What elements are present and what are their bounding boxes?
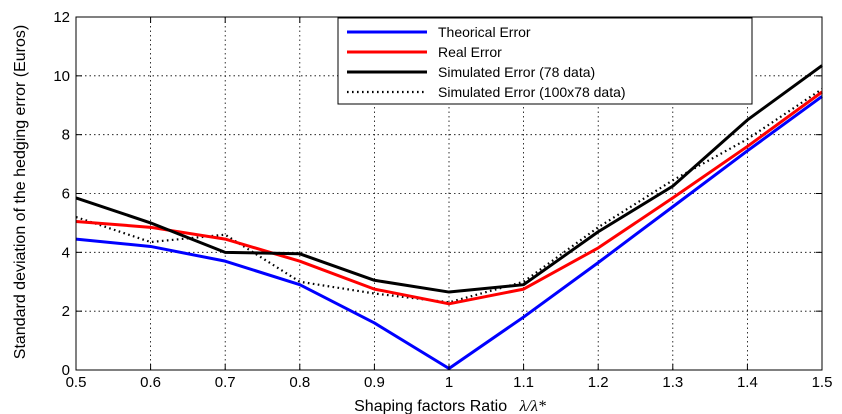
- y-tick-label: 4: [62, 244, 70, 261]
- y-tick-label: 8: [62, 127, 70, 144]
- x-axis-label-symbol: λ/λ*: [519, 398, 546, 414]
- x-tick-label: 0.5: [66, 374, 87, 391]
- x-axis-label: Shaping factors Ratio λ/λ*: [354, 398, 546, 414]
- x-tick-label: 0.6: [140, 374, 161, 391]
- x-tick-label: 0.9: [364, 374, 385, 391]
- x-tick-label: 1.4: [737, 374, 758, 391]
- x-tick-label: 1.2: [588, 374, 609, 391]
- legend-label: Real Error: [438, 44, 502, 60]
- y-tick-label: 2: [62, 303, 70, 320]
- x-tick-label: 0.8: [289, 374, 310, 391]
- y-tick-label: 6: [62, 186, 70, 203]
- x-tick-label: 1.1: [513, 374, 534, 391]
- y-tick-label: 12: [53, 9, 70, 26]
- x-tick-label: 0.7: [215, 374, 236, 391]
- series-line-3: [75, 64, 823, 294]
- x-tick-label: 1.5: [812, 374, 833, 391]
- y-axis-label: Standard deviation of the hedging error …: [12, 25, 29, 359]
- x-tick-label: 1.3: [662, 374, 683, 391]
- y-tick-label: 0: [62, 362, 70, 379]
- x-tick-label: 1: [445, 374, 453, 391]
- legend-label: Theorical Error: [438, 24, 531, 40]
- legend: Theorical Error Real Error Simulated Error…: [337, 17, 753, 105]
- legend-label: Simulated Error (100x78 data): [438, 84, 626, 100]
- tick-labels: 0.5 0.6 0.7 0.8 0.9 1 1.1 1.2 1.3 1.4 1.5 0 2 4 6 8 10 12: [53, 9, 832, 391]
- y-tick-label: 10: [53, 68, 70, 85]
- axis-ticks: [75, 16, 823, 371]
- x-axis-label-text: Shaping factors Ratio: [354, 398, 507, 414]
- legend-label: Simulated Error (78 data): [438, 64, 595, 80]
- series-line-2: [75, 90, 823, 306]
